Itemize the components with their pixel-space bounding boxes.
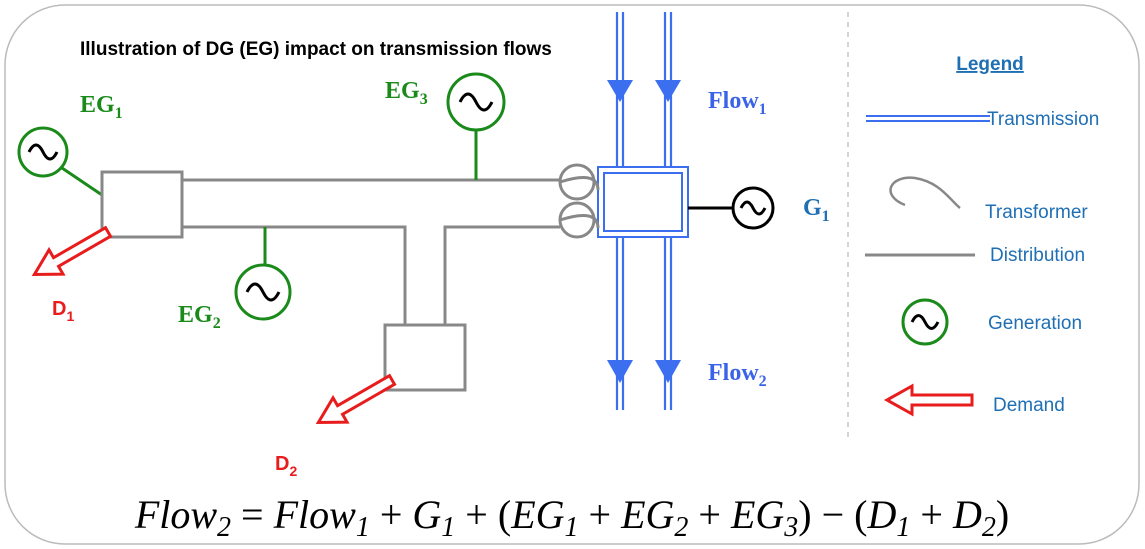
transformers (558, 163, 600, 239)
bus-box (383, 323, 467, 392)
distribution-lines (61, 130, 560, 325)
flow1-label: Flow1 (708, 88, 767, 118)
legend-title: Legend (956, 54, 1024, 75)
legend-item: Generation (988, 313, 1082, 334)
bus-box (100, 170, 184, 239)
legend-item: Distribution (990, 245, 1085, 266)
eg1-label: EG1 (80, 92, 123, 122)
flow-arrows (607, 80, 681, 383)
demand-arrows (31, 225, 974, 425)
legend-item: Demand (993, 395, 1065, 416)
sine-symbols (27, 92, 940, 330)
substation (597, 166, 689, 238)
frame (4, 4, 1140, 545)
legend-transformer (889, 176, 961, 209)
substation-inner (603, 172, 683, 232)
eg3-label: EG3 (385, 78, 428, 108)
d1-label: D1 (52, 298, 74, 324)
title: Illustration of DG (EG) impact on transm… (80, 39, 552, 60)
legend-item: Transmission (987, 109, 1099, 130)
eg2-label: EG2 (178, 302, 221, 332)
equation: Flow2 = Flow1 + G1 + (EG1 + EG2 + EG3) −… (134, 492, 1009, 543)
flow2-label: Flow2 (708, 360, 767, 390)
d2-label: D2 (275, 453, 297, 479)
generators (17, 72, 949, 346)
legend-item: Transformer (985, 202, 1088, 223)
g1-label: G1 (803, 195, 830, 225)
